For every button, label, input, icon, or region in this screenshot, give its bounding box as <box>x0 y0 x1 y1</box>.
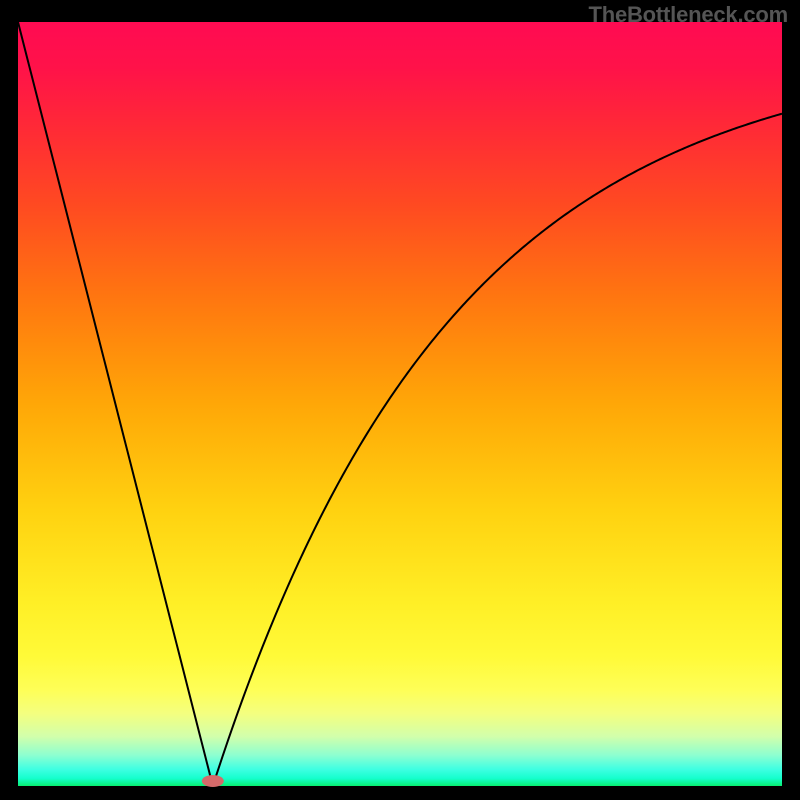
gradient-panel <box>18 22 782 786</box>
chart-container: TheBottleneck.com <box>0 0 800 800</box>
watermark-text: TheBottleneck.com <box>588 2 788 28</box>
minimum-marker <box>202 775 224 787</box>
chart-svg <box>0 0 800 800</box>
